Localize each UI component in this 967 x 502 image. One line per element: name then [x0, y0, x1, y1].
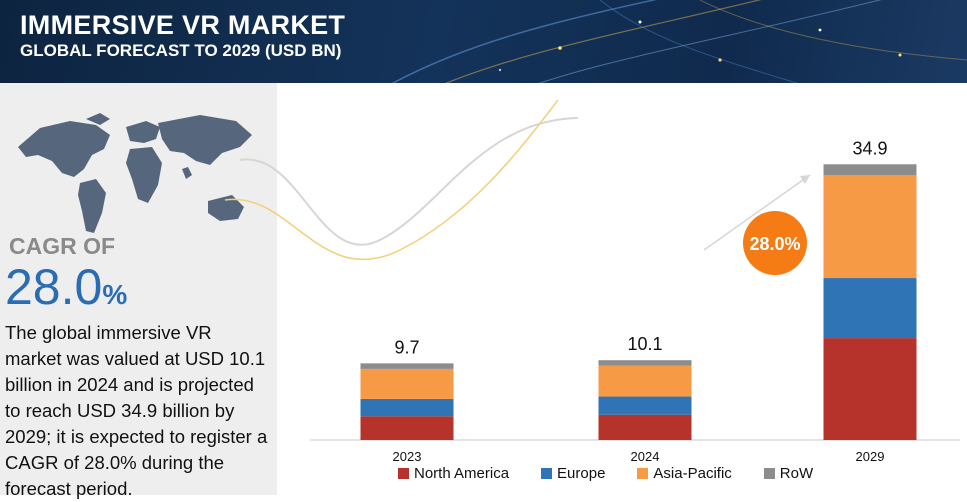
- cagr-number: 28.0: [5, 259, 103, 315]
- legend-item-asia-pacific: Asia-Pacific: [637, 465, 732, 482]
- bar-segment-europe-2029: [823, 278, 917, 339]
- growth-arrow: [703, 174, 811, 251]
- legend-swatch: [637, 468, 649, 479]
- legend-label: RoW: [779, 465, 814, 482]
- bar-segment-row-2024: [598, 360, 692, 366]
- market-description: The global immersive VR market was value…: [5, 322, 268, 499]
- growth-arrow-head: [800, 175, 810, 184]
- bars-group: [360, 164, 917, 440]
- bar-segment-north-america-2023: [360, 416, 454, 440]
- cagr-unit: %: [102, 279, 128, 310]
- legend-label: Asia-Pacific: [653, 465, 732, 482]
- world-map-icon: [18, 113, 252, 233]
- legend-swatch: [763, 468, 775, 479]
- legend-swatch: [541, 468, 553, 479]
- bar-segment-row-2023: [360, 363, 454, 369]
- legend-item-north-america: North America: [398, 465, 509, 482]
- bar-total-label: 10.1: [627, 334, 662, 354]
- bar-segment-row-2029: [823, 164, 917, 176]
- cagr-badge: [743, 211, 807, 275]
- legend-label: Europe: [557, 465, 606, 482]
- cagr-badge-label: 28.0%: [749, 234, 800, 254]
- legend-item-row: RoW: [763, 465, 814, 482]
- x-tick-label: 2024: [631, 449, 660, 464]
- bar-segment-asia-pacific-2029: [823, 175, 917, 279]
- legend-label: North America: [414, 465, 510, 482]
- labels-group: 9.7 2023 10.1 2024 34.9 2029: [393, 138, 888, 464]
- summary-panel: [0, 83, 277, 495]
- page-title: IMMERSIVE VR MARKET: [20, 10, 346, 40]
- decorative-curves: [224, 99, 579, 261]
- bar-segment-europe-2023: [360, 398, 454, 417]
- bar-segment-north-america-2024: [598, 414, 692, 440]
- bar-segment-asia-pacific-2023: [360, 368, 454, 399]
- chart-legend: North America Europe Asia-Pacific RoW: [398, 465, 845, 482]
- x-tick-label: 2029: [856, 449, 885, 464]
- x-tick-label: 2023: [393, 449, 422, 464]
- header-banner: IMMERSIVE VR MARKET GLOBAL FORECAST TO 2…: [0, 0, 967, 83]
- cagr-label: CAGR OF: [9, 233, 116, 259]
- bar-segment-north-america-2029: [823, 338, 917, 440]
- header-light-streaks: [391, 0, 967, 83]
- legend-item-europe: Europe: [541, 465, 605, 482]
- bar-segment-asia-pacific-2024: [598, 365, 692, 397]
- page-subtitle: GLOBAL FORECAST TO 2029 (USD BN): [20, 41, 342, 60]
- legend-swatch: [398, 468, 409, 479]
- bar-total-label: 9.7: [394, 337, 419, 357]
- bar-total-label: 34.9: [852, 138, 887, 158]
- cagr-value: 28.0%: [5, 258, 127, 316]
- bar-segment-europe-2024: [598, 396, 692, 415]
